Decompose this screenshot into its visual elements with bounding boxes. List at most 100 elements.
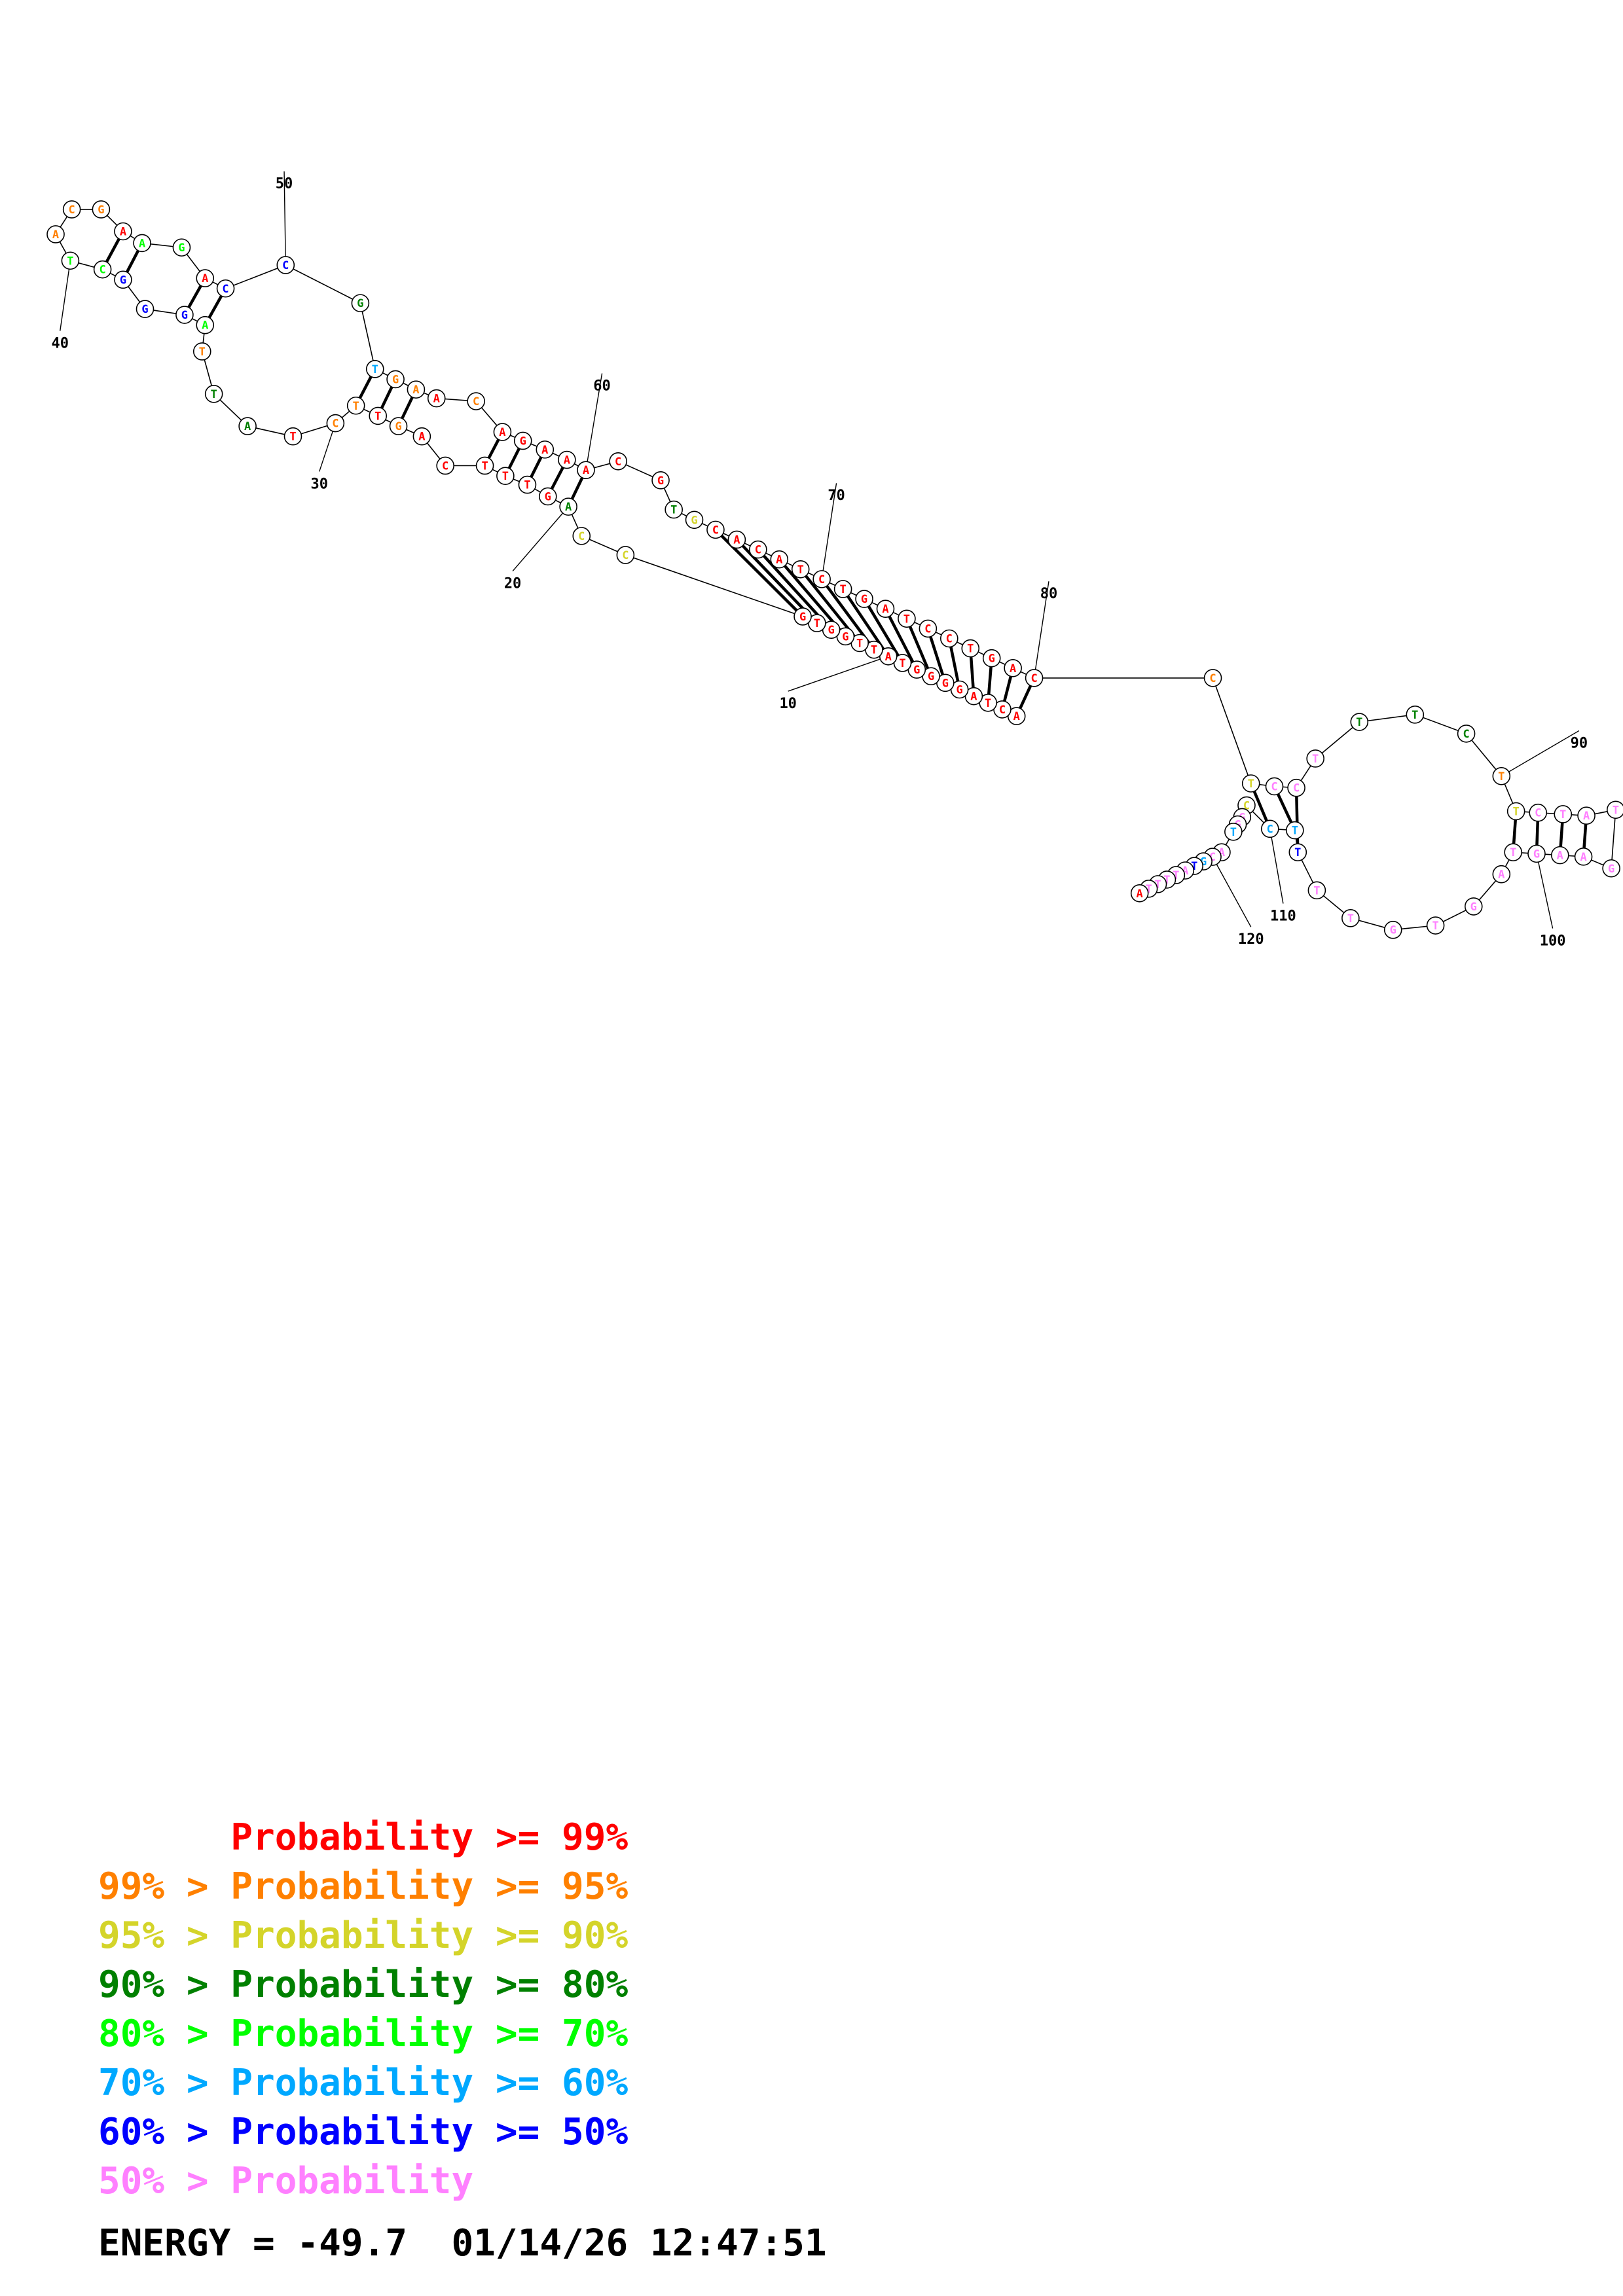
nucleotide-nodes: ACTAGGGGTATTGGTGCCAGTTTCAGTTCTATTAGGGCTA…	[46, 200, 1623, 939]
nucleotide-letter: A	[564, 454, 570, 467]
nucleotide-circle	[572, 527, 591, 545]
index-label: 110	[1270, 908, 1296, 924]
nucleotide: A	[727, 530, 746, 549]
nucleotide-circle	[727, 530, 746, 549]
index-label: 20	[504, 575, 522, 592]
nucleotide-circle	[1004, 658, 1022, 677]
probability-legend: Probability >= 99% 99% > Probability >= 9…	[98, 1813, 628, 2206]
nucleotide-circle	[196, 315, 215, 334]
nucleotide: A	[412, 427, 431, 446]
nucleotide-circle	[365, 360, 384, 378]
nucleotide-letter: A	[139, 237, 145, 250]
index-tick	[1536, 853, 1554, 929]
nucleotide: C	[1287, 778, 1305, 797]
nucleotide: C	[812, 570, 831, 588]
nucleotide-letter: G	[1533, 848, 1540, 861]
energy-footer: ENERGY = -49.7 01/14/26 12:47:51	[98, 2222, 827, 2265]
index-tick	[1269, 829, 1284, 904]
nucleotide-circle	[346, 396, 365, 415]
nucleotide: T	[665, 500, 683, 519]
nucleotide: T	[1307, 881, 1326, 900]
legend-row: 99% > Probability >= 95%	[98, 1862, 628, 1911]
nucleotide-letter: G	[691, 514, 697, 527]
nucleotide-circle	[558, 450, 576, 469]
nucleotide: T	[1406, 706, 1425, 724]
energy-value: ENERGY = -49.7	[98, 2222, 408, 2265]
nucleotide-circle	[1350, 713, 1369, 731]
nucleotide: A	[46, 225, 65, 243]
nucleotide-circle	[1527, 844, 1546, 863]
nucleotide-letter: T	[1412, 709, 1418, 722]
nucleotide-letter: G	[956, 684, 962, 697]
index-tick	[1033, 581, 1049, 679]
nucleotide-letter: A	[776, 554, 782, 567]
legend-prefix: 50% >	[98, 2160, 231, 2202]
legend-row: 70% > Probability >= 60%	[98, 2058, 628, 2108]
nucleotide-circle	[133, 234, 151, 253]
nucleotide-letter: C	[1267, 823, 1273, 836]
nucleotide-letter: A	[541, 444, 548, 457]
nucleotide: G	[92, 200, 111, 219]
nucleotide-circle	[961, 639, 980, 658]
nucleotide-letter: T	[481, 459, 488, 473]
nucleotide-letter: G	[545, 490, 551, 503]
nucleotide-circle	[1457, 725, 1476, 743]
nucleotide: G	[172, 238, 191, 257]
nucleotide-circle	[793, 607, 812, 626]
nucleotide-letter: G	[1200, 855, 1207, 869]
nucleotide-letter: T	[1559, 808, 1566, 821]
nucleotide-circle	[475, 456, 494, 475]
nucleotide: T	[496, 467, 515, 485]
nucleotide-letter: A	[583, 464, 589, 477]
nucleotide: G	[351, 294, 370, 312]
nucleotide-letter: A	[733, 533, 740, 547]
nucleotide-letter: T	[1356, 716, 1362, 729]
index-label: 120	[1238, 931, 1264, 948]
base-pair-line	[1294, 787, 1300, 853]
nucleotide: T	[1426, 916, 1445, 935]
nucleotide-letter: A	[1137, 888, 1143, 901]
legend-text: Probability >= 60%	[230, 2062, 629, 2104]
nucleotide: G	[389, 417, 408, 435]
nucleotide-letter: T	[1230, 826, 1237, 839]
nucleotide-letter: C	[222, 283, 228, 296]
nucleotide-letter: T	[372, 363, 378, 376]
nucleotide: A	[1577, 806, 1596, 825]
nucleotide: G	[538, 487, 557, 506]
nucleotide-circle	[175, 306, 194, 324]
nucleotide-circle	[1492, 865, 1511, 884]
nucleotide-letter: A	[418, 431, 425, 444]
nucleotide-letter: G	[1608, 863, 1614, 876]
nucleotide-circle	[436, 456, 454, 475]
nucleotide-circle	[1504, 843, 1522, 861]
nucleotide: T	[204, 385, 223, 403]
nucleotide-letter: A	[1557, 850, 1563, 863]
nucleotide: C	[919, 619, 938, 638]
nucleotide-circle	[833, 580, 852, 598]
legend-prefix	[98, 1816, 230, 1859]
legend-text: Probability >= 90%	[230, 1914, 629, 1957]
nucleotide-letter: T	[211, 388, 217, 401]
nucleotide-letter: T	[289, 431, 296, 444]
nucleotide-letter: G	[942, 677, 949, 690]
nucleotide: G	[982, 649, 1001, 668]
nucleotide-circle	[1241, 774, 1260, 793]
nucleotide-letter: C	[1535, 807, 1541, 820]
nucleotide: C	[276, 256, 295, 274]
nucleotide-letter: T	[985, 697, 991, 710]
nucleotide: A	[876, 600, 895, 618]
nucleotide-circle	[62, 200, 81, 219]
nucleotide: C	[467, 392, 485, 410]
legend-row: 90% > Probability >= 80%	[98, 1960, 628, 2009]
index-label: 40	[51, 336, 69, 352]
nucleotide: A	[133, 234, 151, 253]
nucleotide: T	[1288, 843, 1307, 861]
nucleotide-letter: G	[141, 303, 148, 316]
nucleotide: G	[1602, 859, 1620, 878]
nucleotide-letter: T	[1498, 770, 1504, 783]
nucleotide-letter: T	[903, 613, 910, 626]
nucleotide-circle	[876, 600, 895, 618]
nucleotide: T	[898, 609, 916, 628]
nucleotide-circle	[369, 406, 388, 425]
nucleotide-circle	[577, 461, 595, 479]
